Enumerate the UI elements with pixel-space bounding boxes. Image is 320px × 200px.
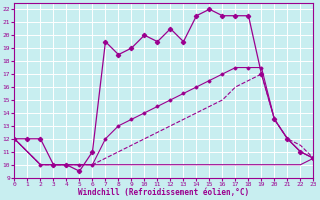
X-axis label: Windchill (Refroidissement éolien,°C): Windchill (Refroidissement éolien,°C) bbox=[78, 188, 250, 197]
